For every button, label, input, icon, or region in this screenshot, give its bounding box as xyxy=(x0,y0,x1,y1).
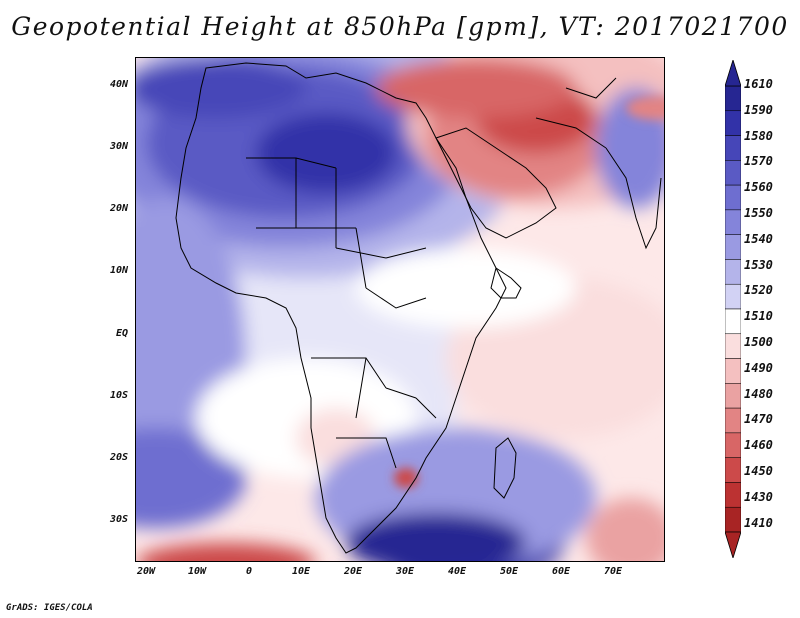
lon-tick-50e: 50E xyxy=(499,566,519,577)
colorbar-label: 1430 xyxy=(744,489,773,504)
colorbar-label: 1610 xyxy=(744,77,773,91)
lat-tick-30n: 30N xyxy=(109,141,128,152)
lon-tick-40e: 40E xyxy=(447,566,467,577)
colorbar-cell xyxy=(725,457,741,483)
lat-tick-10n: 10N xyxy=(109,265,128,276)
colorbar-label: 1490 xyxy=(744,360,773,375)
map-panel[interactable] xyxy=(135,57,665,562)
height-field-shading xyxy=(136,58,664,561)
colorbar-cell xyxy=(725,283,741,310)
lat-tick-20n: 20N xyxy=(109,203,128,214)
colorbar-cell xyxy=(725,110,741,136)
coastline-borders xyxy=(175,62,662,554)
colorbar-label: 1530 xyxy=(744,257,773,272)
colorbar-label: 1550 xyxy=(744,206,773,220)
colorbar-label: 1570 xyxy=(744,154,773,169)
lon-tick-0: 0 xyxy=(245,566,253,577)
lon-tick-10w: 10W xyxy=(187,566,207,577)
colorbar-label: 1480 xyxy=(744,386,773,401)
lon-tick-10e: 10E xyxy=(291,566,311,577)
lat-tick-40n: 40N xyxy=(109,79,128,90)
lat-tick-10s: 10S xyxy=(109,390,128,401)
colorbar-bottom-arrow xyxy=(725,531,741,558)
colorbar-top-arrow xyxy=(725,60,741,87)
colorbar-cell xyxy=(725,432,741,458)
colorbar-label: 1560 xyxy=(744,180,773,195)
colorbar-label: 1590 xyxy=(744,102,773,117)
colorbar-label: 1520 xyxy=(744,283,773,298)
colorbar-cell xyxy=(725,383,741,409)
lon-tick-20e: 20E xyxy=(343,566,363,577)
colorbar-label: 1460 xyxy=(744,438,773,453)
grads-credit: GrADS: IGES/COLA xyxy=(6,603,93,613)
colorbar-cell xyxy=(725,234,741,260)
colorbar-label: 1470 xyxy=(744,412,773,427)
colorbar-cell xyxy=(725,209,741,235)
colorbar-cell xyxy=(725,85,741,112)
colorbar-cell xyxy=(725,506,741,533)
geopotential-map xyxy=(136,58,664,561)
colorbar-cell xyxy=(725,482,741,508)
lat-tick-30s: 30S xyxy=(109,514,128,525)
map-title: Geopotential Height at 850hPa [gpm], VT:… xyxy=(11,12,789,41)
lon-tick-70e: 70E xyxy=(603,566,623,577)
colorbar-cell xyxy=(725,160,741,186)
colorbar xyxy=(725,60,741,558)
colorbar-label: 1540 xyxy=(744,231,773,246)
colorbar-label: 1450 xyxy=(744,464,773,478)
colorbar-label: 1510 xyxy=(744,309,773,324)
lon-tick-60e: 60E xyxy=(551,566,571,577)
colorbar-cell xyxy=(725,259,741,285)
colorbar-cell xyxy=(725,407,741,434)
colorbar-cell xyxy=(725,358,741,384)
colorbar-cell xyxy=(725,333,741,359)
lon-tick-30e: 30E xyxy=(395,566,415,577)
lat-tick-eq: EQ xyxy=(115,328,128,339)
colorbar-cell xyxy=(725,308,741,335)
colorbar-label: 1410 xyxy=(744,515,773,530)
lat-tick-20s: 20S xyxy=(109,452,128,463)
colorbar-label: 1580 xyxy=(744,128,773,143)
colorbar-cell xyxy=(725,184,741,211)
colorbar-label: 1500 xyxy=(744,335,773,349)
colorbar-cell xyxy=(725,135,741,161)
lon-tick-20w: 20W xyxy=(136,566,156,577)
